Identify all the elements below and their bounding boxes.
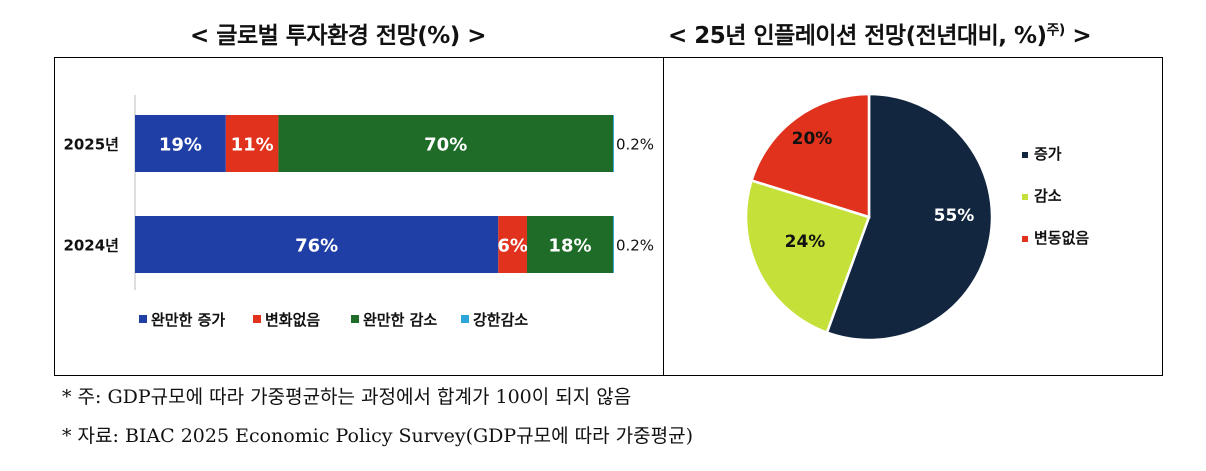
footnote-source: * 자료: BIAC 2025 Economic Policy Survey(G… (62, 425, 693, 447)
legend-swatch (1022, 236, 1028, 242)
pie-slice (749, 92, 871, 219)
legend-label: 증가 (1034, 145, 1062, 163)
bar-segment (526, 216, 613, 273)
pie-slice (744, 178, 871, 335)
bar-value-label: 0.2% (616, 237, 654, 255)
legend-label: 감소 (1034, 187, 1062, 205)
bar-segment (613, 115, 614, 172)
bar-category-label: 2025년 (63, 136, 119, 154)
legend-swatch (1022, 152, 1028, 158)
pie-chart-title-footnote-mark: 주) (1046, 22, 1066, 39)
pie-chart-title: < 25년 인플레이션 전망(전년대비, %)주) > (668, 16, 1092, 50)
pie-value-label: 24% (785, 232, 826, 252)
pie-chart-title-end: > (1064, 23, 1092, 49)
bar-segment (225, 115, 279, 172)
pie-value-label: 20% (792, 129, 833, 149)
legend-label: 변동없음 (1034, 229, 1089, 247)
bar-value-label: 70% (424, 135, 467, 156)
bar-value-label: 76% (295, 236, 338, 257)
bar-segment (278, 115, 613, 172)
bar-chart-panel: 2025년 19% 11% 70% 0.2% 2024년 76% 6% 18% 0.2% 완만한 증… (54, 57, 664, 376)
bar-segment (613, 216, 614, 273)
bar-value-label: 6% (497, 236, 528, 257)
legend-swatch (461, 315, 469, 323)
bar-chart: 2025년 19% 11% 70% 0.2% 2024년 76% 6% 18% 0.2% 완만한 증… (63, 95, 654, 329)
pie-chart-title-text: < 25년 인플레이션 전망(전년대비, %) (668, 23, 1047, 49)
bar-value-label: 18% (548, 236, 591, 257)
bar-segment (135, 216, 499, 273)
bar-value-label: 0.2% (616, 136, 654, 154)
legend-label: 강한감소 (473, 311, 528, 329)
bar-value-label: 11% (231, 135, 274, 156)
bar-segment (498, 216, 527, 273)
bar-chart-title: < 글로벌 투자환경 전망(%) > (190, 23, 487, 49)
legend-label: 완만한 감소 (363, 311, 437, 329)
legend-label: 변화없음 (265, 311, 320, 329)
pie-slice (825, 92, 994, 342)
legend-swatch (139, 315, 147, 323)
bar-segment (135, 115, 226, 172)
legend-swatch (253, 315, 261, 323)
bar-category-label: 2024년 (63, 237, 119, 255)
pie-value-label: 55% (934, 206, 975, 226)
legend-swatch (351, 315, 359, 323)
bar-value-label: 19% (159, 135, 202, 156)
footnote-note: * 주: GDP규모에 따라 가중평균하는 과정에서 합계가 100이 되지 않… (62, 386, 632, 408)
legend-swatch (1022, 194, 1028, 200)
legend-label: 완만한 증가 (151, 311, 225, 329)
